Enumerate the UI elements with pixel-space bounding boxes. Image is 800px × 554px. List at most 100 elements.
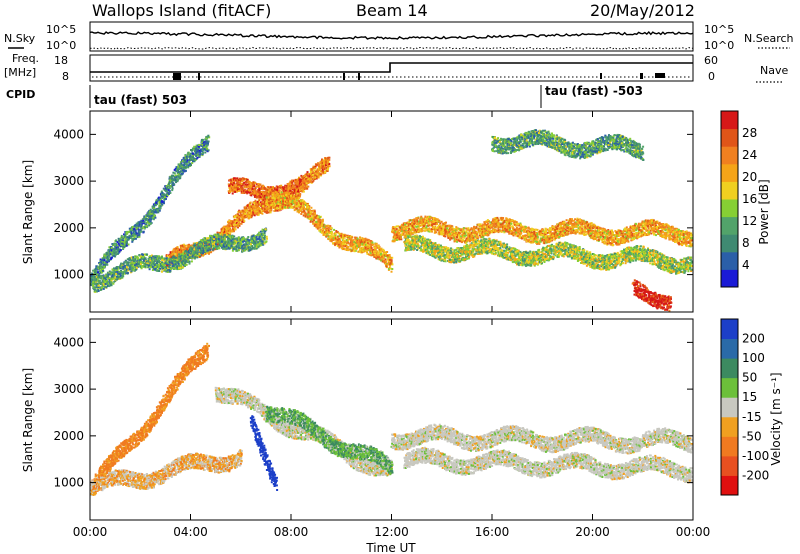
- echo-cell: [344, 237, 346, 239]
- echo-cell: [239, 225, 241, 227]
- freq-unit: [MHz]: [4, 66, 36, 79]
- date-title: 20/May/2012: [590, 1, 695, 20]
- echo-cell: [303, 191, 305, 193]
- echo-cell: [270, 192, 272, 194]
- beam-title: Beam 14: [356, 1, 428, 20]
- echo-cell: [357, 238, 359, 240]
- echo-cell: [353, 239, 355, 241]
- nsky-trace: [90, 32, 693, 39]
- echo-cell: [310, 171, 312, 173]
- echo-cell: [199, 150, 201, 152]
- echo-cell: [146, 225, 148, 227]
- echo-cell: [199, 154, 201, 156]
- echo-cell: [189, 154, 191, 156]
- echo-cell: [237, 213, 239, 215]
- echo-cell: [303, 206, 305, 208]
- echo-cell: [143, 231, 145, 233]
- nsearch-tick-bottom: 10^0: [704, 39, 734, 52]
- echo-cell: [160, 207, 162, 209]
- echo-cell: [391, 271, 393, 273]
- echo-cell: [245, 207, 247, 209]
- echo-cell: [385, 261, 387, 263]
- echo-cell: [202, 255, 204, 257]
- echo-cell: [290, 187, 292, 189]
- echo-cell: [314, 167, 316, 169]
- echo-cell: [165, 198, 167, 200]
- echo-cell: [294, 209, 296, 211]
- echo-cell: [114, 271, 116, 273]
- echo-cell: [351, 241, 353, 243]
- echo-cell: [285, 192, 287, 194]
- echo-cell: [258, 186, 260, 188]
- echo-cell: [154, 217, 156, 219]
- echo-cell: [371, 247, 373, 249]
- echo-cell: [266, 201, 268, 203]
- echo-cell: [186, 163, 188, 165]
- echo-cell: [317, 220, 319, 222]
- echo-cell: [136, 236, 138, 238]
- echo-cell: [133, 234, 135, 236]
- echo-cell: [310, 181, 312, 183]
- echo-cell: [154, 215, 156, 217]
- echo-cell: [303, 181, 305, 183]
- echo-cell: [161, 197, 163, 199]
- echo-cell: [95, 283, 97, 285]
- echo-cell: [304, 175, 306, 177]
- echo-cell: [261, 213, 263, 215]
- nave-label: Nave: [760, 64, 788, 77]
- echo-cell: [327, 169, 329, 171]
- echo-cell: [283, 193, 285, 195]
- echo-cell: [272, 194, 274, 196]
- echo-cell: [302, 186, 304, 188]
- echo-cell: [108, 256, 110, 258]
- echo-cell: [270, 204, 272, 206]
- echo-cell: [113, 249, 115, 251]
- echo-cell: [244, 213, 246, 215]
- echo-cell: [255, 200, 257, 202]
- echo-cell: [94, 286, 96, 288]
- echo-cell: [289, 183, 291, 185]
- echo-cell: [100, 269, 102, 271]
- echo-cell: [270, 211, 272, 213]
- echo-cell: [302, 177, 304, 179]
- echo-cell: [291, 192, 293, 194]
- echo-cell: [295, 184, 297, 186]
- echo-cell: [389, 254, 391, 256]
- echo-cell: [270, 209, 272, 211]
- echo-cell: [262, 187, 264, 189]
- echo-cell: [302, 182, 304, 184]
- echo-cell: [191, 162, 193, 164]
- echo-cell: [140, 225, 142, 227]
- echo-cell: [141, 231, 143, 233]
- freq-tick-bottom: 8: [62, 70, 69, 83]
- echo-cell: [320, 219, 322, 221]
- cpid-segment-2: tau (fast) -503: [545, 84, 643, 98]
- echo-cell: [278, 195, 280, 197]
- echo-cell: [376, 243, 378, 245]
- echo-cell: [385, 251, 387, 253]
- echo-band-d: [265, 188, 393, 272]
- echo-cell: [159, 210, 161, 212]
- echo-cell: [327, 166, 329, 168]
- echo-cell: [256, 197, 258, 199]
- echo-cell: [289, 190, 291, 192]
- echo-cell: [319, 216, 321, 218]
- echo-cell: [276, 207, 278, 209]
- echo-cell: [385, 258, 387, 260]
- echo-cell: [122, 275, 124, 277]
- echo-cell: [335, 233, 337, 235]
- echo-cell: [330, 227, 332, 229]
- nsky-panel-frame: [90, 22, 693, 51]
- echo-cell: [290, 195, 292, 197]
- echo-cell: [296, 207, 298, 209]
- echo-cell: [312, 213, 314, 215]
- echo-cell: [207, 143, 209, 145]
- echo-cell: [188, 245, 190, 247]
- echo-cell: [138, 234, 140, 236]
- echo-cell: [274, 194, 276, 196]
- echo-cell: [103, 266, 105, 268]
- echo-cell: [268, 212, 270, 214]
- echo-cell: [282, 201, 284, 203]
- cpid-label: CPID: [6, 88, 35, 101]
